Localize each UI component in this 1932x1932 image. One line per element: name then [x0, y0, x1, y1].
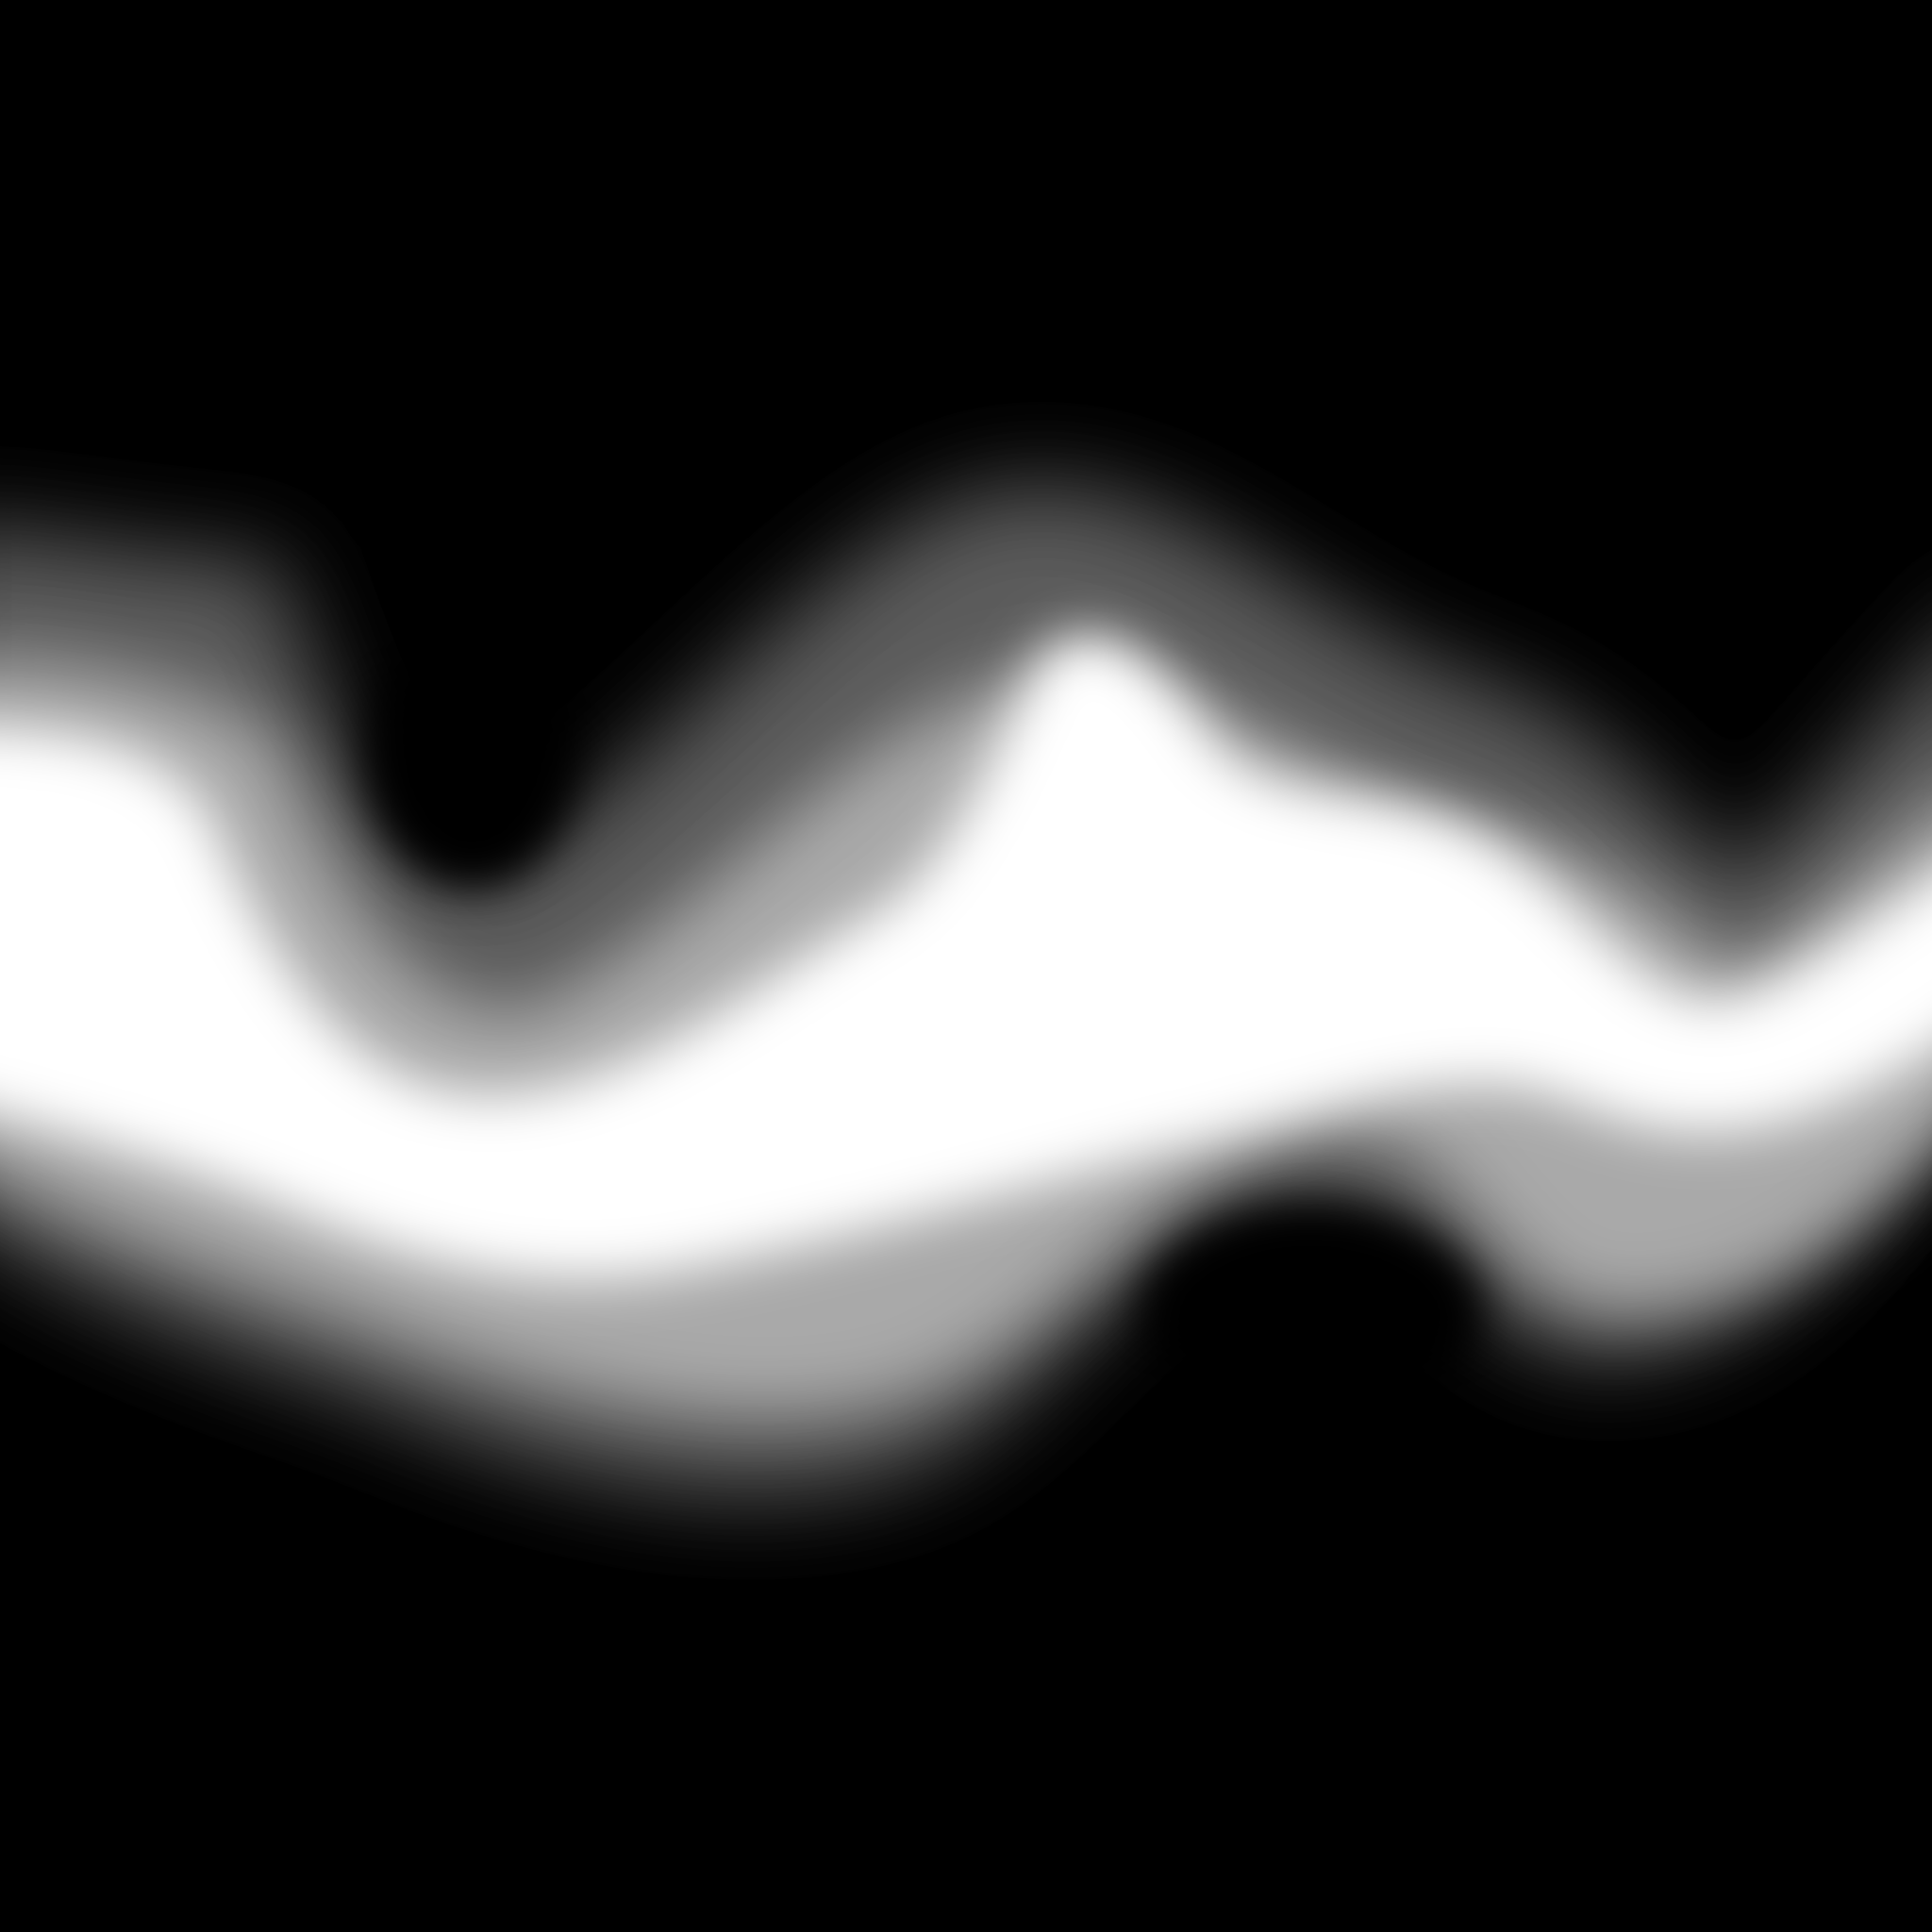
wave-shadow-notch [1141, 1208, 1481, 1415]
wave-upper-dip [368, 623, 575, 887]
wave-core [0, 634, 1932, 1279]
